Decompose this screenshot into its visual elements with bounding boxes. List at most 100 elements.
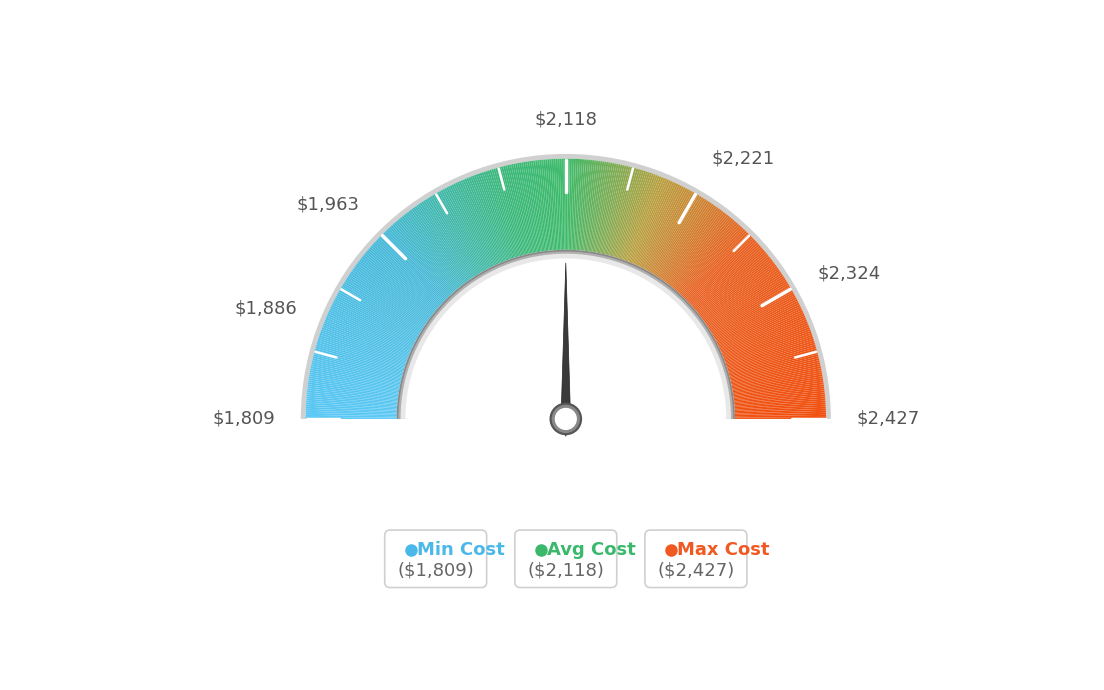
Wedge shape	[550, 159, 556, 250]
Wedge shape	[414, 206, 468, 282]
Wedge shape	[474, 175, 507, 261]
Wedge shape	[468, 177, 503, 262]
Wedge shape	[704, 269, 779, 323]
Wedge shape	[588, 161, 603, 251]
Wedge shape	[730, 354, 818, 378]
Wedge shape	[733, 382, 824, 397]
Wedge shape	[364, 253, 435, 312]
Wedge shape	[682, 230, 747, 297]
Wedge shape	[306, 413, 396, 416]
Wedge shape	[435, 193, 482, 273]
Wedge shape	[336, 295, 417, 339]
Wedge shape	[309, 372, 400, 390]
Wedge shape	[332, 303, 414, 344]
Wedge shape	[701, 263, 775, 318]
Wedge shape	[667, 210, 722, 284]
Wedge shape	[403, 215, 461, 287]
Wedge shape	[709, 279, 787, 329]
Wedge shape	[516, 164, 534, 253]
Wedge shape	[363, 255, 435, 313]
Wedge shape	[728, 344, 816, 372]
Wedge shape	[735, 408, 826, 413]
Wedge shape	[306, 415, 396, 417]
Wedge shape	[662, 205, 715, 281]
Wedge shape	[609, 168, 635, 256]
Wedge shape	[452, 184, 492, 267]
Wedge shape	[487, 170, 516, 257]
Wedge shape	[371, 246, 439, 307]
Wedge shape	[434, 194, 481, 273]
Wedge shape	[708, 278, 786, 328]
Wedge shape	[367, 250, 437, 310]
Wedge shape	[592, 162, 608, 252]
Wedge shape	[383, 232, 448, 298]
Wedge shape	[416, 205, 469, 281]
Wedge shape	[317, 342, 404, 371]
Wedge shape	[731, 364, 820, 384]
Wedge shape	[630, 179, 667, 263]
Wedge shape	[713, 290, 793, 336]
Text: $2,324: $2,324	[817, 265, 881, 283]
Wedge shape	[713, 292, 794, 337]
Wedge shape	[669, 213, 726, 286]
Wedge shape	[326, 317, 410, 354]
Wedge shape	[723, 323, 808, 358]
Wedge shape	[314, 352, 402, 377]
Wedge shape	[601, 164, 620, 253]
Wedge shape	[361, 256, 434, 314]
Wedge shape	[657, 199, 707, 277]
Wedge shape	[686, 235, 751, 300]
Wedge shape	[625, 175, 658, 261]
Wedge shape	[712, 288, 792, 335]
Wedge shape	[496, 168, 521, 256]
Wedge shape	[679, 225, 741, 294]
Wedge shape	[423, 200, 474, 277]
Wedge shape	[715, 299, 798, 342]
Wedge shape	[306, 406, 396, 413]
Wedge shape	[481, 172, 512, 259]
Wedge shape	[306, 411, 396, 415]
Wedge shape	[459, 181, 498, 265]
Wedge shape	[535, 160, 548, 251]
Wedge shape	[673, 219, 733, 289]
Wedge shape	[616, 170, 645, 257]
Wedge shape	[426, 198, 476, 276]
Wedge shape	[608, 167, 633, 255]
Wedge shape	[692, 246, 761, 307]
Wedge shape	[696, 251, 766, 311]
Wedge shape	[484, 171, 513, 259]
Wedge shape	[573, 159, 578, 250]
Wedge shape	[476, 174, 509, 260]
Wedge shape	[479, 172, 511, 259]
Wedge shape	[719, 306, 802, 347]
Wedge shape	[708, 276, 785, 327]
Wedge shape	[315, 348, 403, 374]
Wedge shape	[702, 264, 776, 319]
Wedge shape	[725, 331, 811, 363]
Wedge shape	[577, 159, 586, 250]
Wedge shape	[352, 269, 427, 323]
Wedge shape	[730, 358, 819, 381]
Wedge shape	[729, 346, 816, 373]
Wedge shape	[317, 340, 404, 369]
Wedge shape	[312, 356, 402, 380]
Wedge shape	[633, 180, 671, 264]
Wedge shape	[471, 175, 506, 262]
Wedge shape	[346, 278, 424, 328]
Wedge shape	[338, 292, 418, 337]
Wedge shape	[667, 211, 724, 284]
Wedge shape	[437, 192, 484, 272]
Wedge shape	[734, 391, 825, 402]
Wedge shape	[337, 293, 417, 339]
Wedge shape	[675, 219, 735, 290]
Wedge shape	[365, 251, 436, 311]
Text: $2,118: $2,118	[534, 110, 597, 128]
Wedge shape	[311, 362, 401, 384]
Wedge shape	[392, 224, 454, 293]
Wedge shape	[460, 180, 499, 264]
Wedge shape	[505, 166, 528, 255]
Wedge shape	[567, 159, 570, 250]
Wedge shape	[574, 159, 580, 250]
FancyBboxPatch shape	[384, 530, 487, 588]
Wedge shape	[676, 221, 736, 291]
